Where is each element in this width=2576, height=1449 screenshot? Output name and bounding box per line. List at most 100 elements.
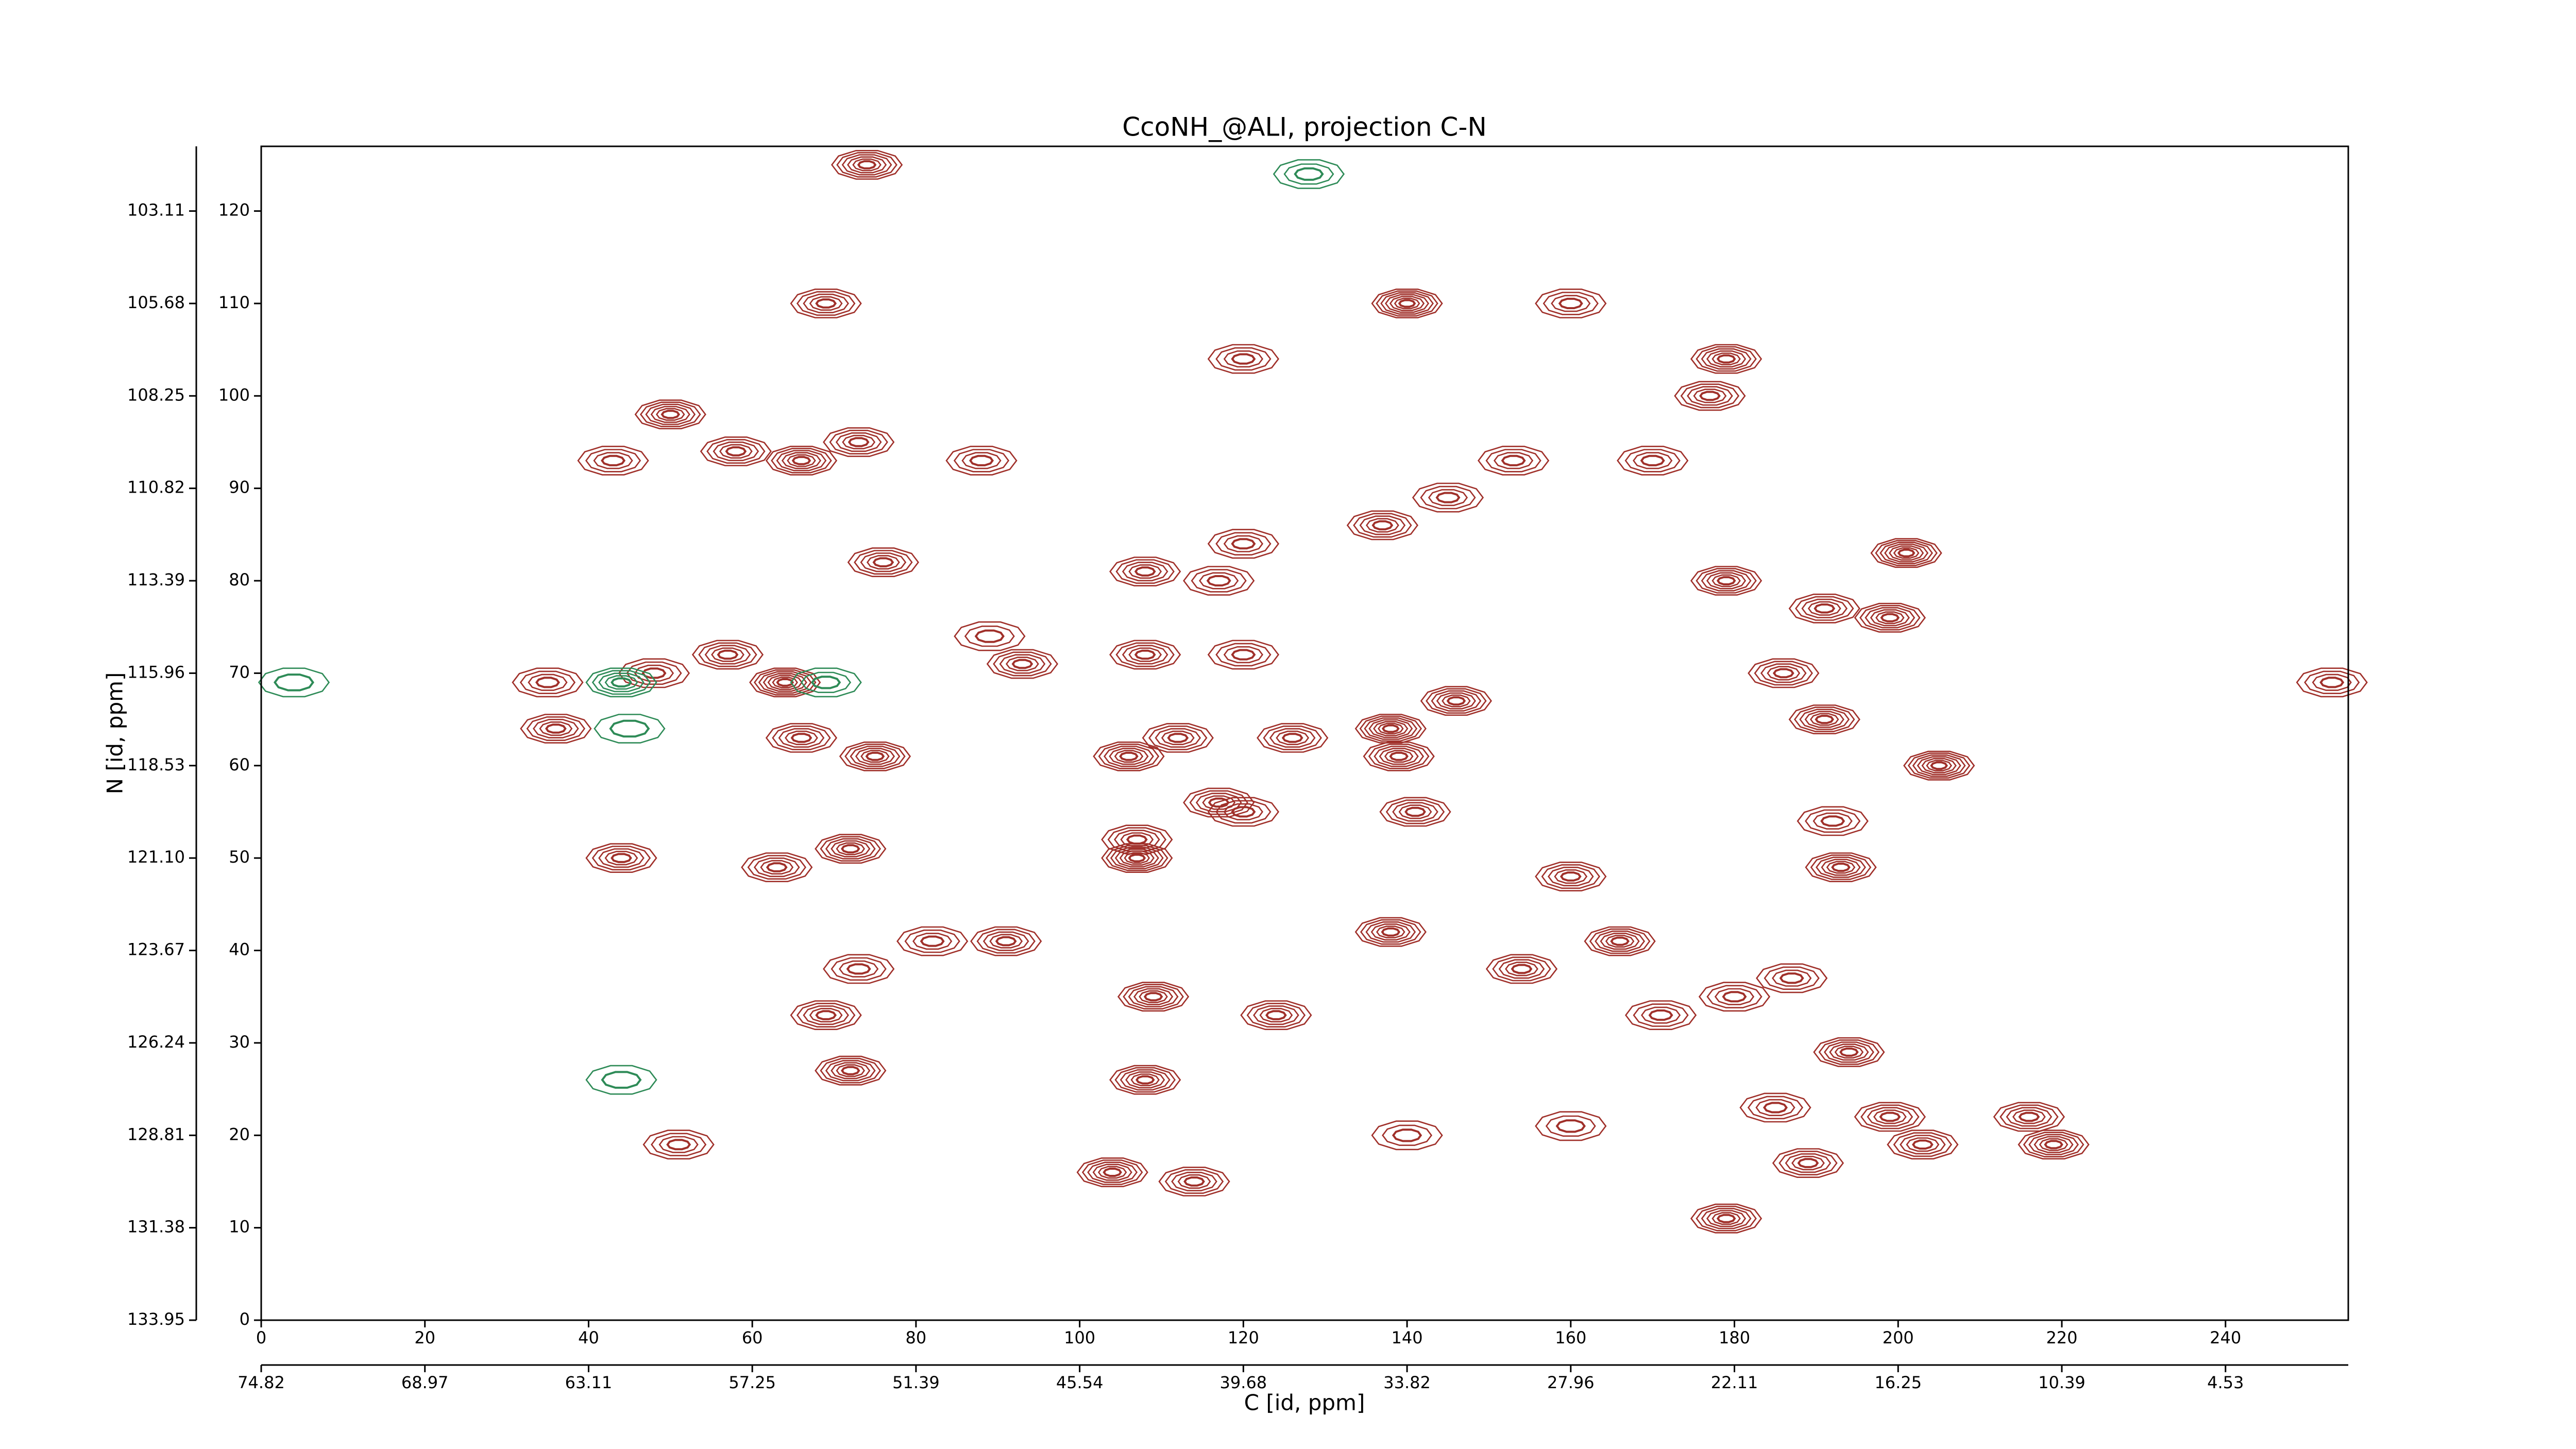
contour-line: [1716, 354, 1736, 364]
contour-line: [1215, 347, 1272, 371]
x-axis-label: C [id, ppm]: [1244, 1390, 1365, 1416]
contour-line: [1648, 1009, 1673, 1021]
contour-line: [1107, 827, 1167, 852]
contour-line: [1993, 1102, 2065, 1132]
contour-line: [974, 629, 1005, 643]
contour-line: [823, 954, 895, 984]
contour-line: [820, 836, 882, 862]
y2-tick-label: 131.38: [127, 1217, 185, 1237]
contour-line: [1926, 760, 1953, 771]
contour-line: [1917, 756, 1961, 776]
contour-line: [1690, 566, 1762, 596]
contour-line: [258, 667, 330, 698]
contour-line: [1257, 723, 1329, 753]
contour-line: [1716, 1214, 1736, 1223]
contour-line: [1804, 711, 1844, 728]
contour-line: [1420, 485, 1476, 510]
contour-line: [820, 1057, 882, 1084]
chart-title: CcoNH_@ALI, projection C-N: [1122, 112, 1487, 142]
contour-line: [1680, 383, 1740, 409]
contour-line: [1826, 861, 1856, 874]
contour-line: [604, 851, 638, 866]
y2-tick-label: 128.81: [127, 1124, 185, 1144]
contour-line: [1093, 742, 1165, 771]
contour-line: [1696, 346, 1757, 372]
contour-line: [969, 454, 994, 466]
contour-line: [1207, 344, 1280, 374]
contour-line: [1813, 1037, 1885, 1067]
contour-line: [585, 449, 641, 473]
contour-line: [1930, 761, 1948, 770]
contour-line: [611, 677, 632, 688]
contour-line: [1772, 969, 1812, 987]
contour-line: [964, 626, 1015, 647]
contour-line: [1711, 1212, 1741, 1225]
contour-line: [1420, 686, 1493, 716]
contour-line: [753, 669, 817, 696]
contour-line: [846, 963, 871, 975]
contour-line: [765, 723, 838, 753]
contour-line: [1756, 963, 1828, 993]
contour-line: [976, 929, 1036, 954]
contour-line: [1485, 449, 1541, 473]
contour-line: [771, 448, 832, 474]
contour-line: [781, 452, 822, 469]
contour-line: [1706, 350, 1747, 368]
y-tick-label: 110: [218, 293, 250, 312]
contour-line: [1640, 454, 1665, 466]
contour-line: [1501, 454, 1526, 466]
contour-line: [1231, 538, 1256, 550]
contour-line: [585, 1065, 657, 1095]
x2-tick-label: 57.25: [728, 1373, 776, 1392]
contour-line: [1431, 690, 1482, 712]
contour-line: [1701, 348, 1752, 370]
contour-line: [1133, 988, 1174, 1005]
y-tick-label: 30: [229, 1032, 250, 1052]
contour-line: [1754, 661, 1814, 686]
contour-line: [1799, 709, 1850, 730]
contour-line: [778, 728, 825, 748]
contour-line: [986, 649, 1059, 679]
contour-line: [1283, 163, 1334, 185]
contour-line: [1384, 750, 1414, 763]
contour-line: [854, 550, 913, 575]
contour-line: [1706, 572, 1747, 589]
contour-line: [836, 1064, 866, 1077]
contour-line: [1779, 972, 1804, 984]
contour-line: [1215, 643, 1272, 667]
contour-line: [1884, 543, 1929, 563]
contour-line: [1999, 1104, 2059, 1130]
contour-line: [1143, 992, 1163, 1002]
contour-line: [512, 667, 584, 698]
contour-line: [815, 1055, 887, 1086]
y2-tick-label: 121.10: [127, 847, 185, 867]
contour-line: [1161, 730, 1195, 745]
contour-line: [1547, 867, 1594, 886]
contour-line: [920, 935, 945, 947]
contour-line: [1477, 445, 1550, 476]
contour-line: [791, 456, 811, 465]
contour-line: [1269, 728, 1316, 748]
x2-tick-label: 27.96: [1547, 1373, 1595, 1392]
contour-line: [1123, 984, 1184, 1009]
contour-line: [2319, 677, 2345, 688]
x2-tick-label: 4.53: [2207, 1373, 2244, 1392]
contour-line: [609, 719, 650, 738]
contour-line: [1690, 1203, 1762, 1234]
contour-line: [1114, 1067, 1176, 1093]
contour-line: [719, 444, 753, 459]
contour-line: [1589, 928, 1651, 954]
contour-line: [1122, 562, 1168, 582]
contour-line: [1584, 926, 1656, 956]
y-tick-label: 120: [218, 200, 250, 220]
contour-line: [1365, 518, 1399, 533]
contour-line: [634, 399, 706, 430]
y-axis-label: N [id, ppm]: [103, 672, 128, 795]
contour-line: [598, 848, 645, 868]
contour-line: [717, 649, 739, 660]
contour-line: [1610, 936, 1630, 946]
contour-line: [1207, 639, 1280, 670]
contour-line: [953, 449, 1010, 473]
contour-line: [1696, 568, 1757, 594]
contour-line: [1368, 744, 1430, 769]
